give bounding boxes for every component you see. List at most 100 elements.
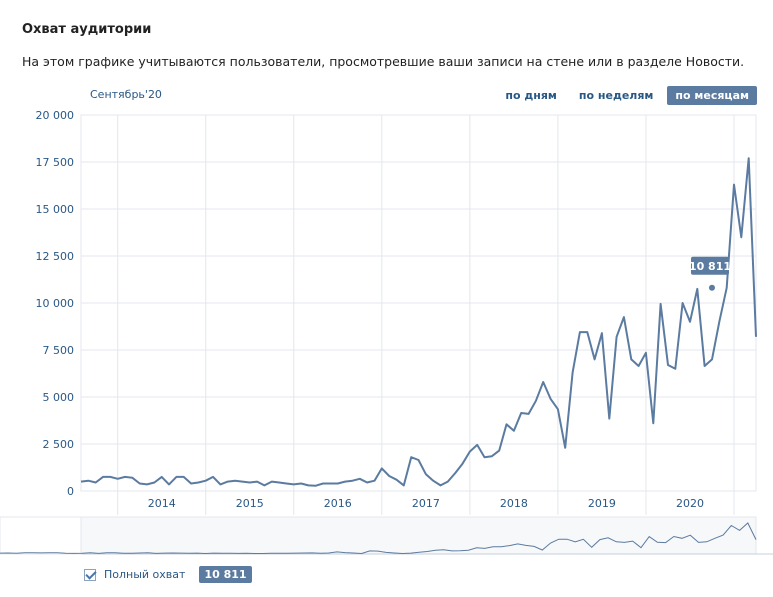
data-point[interactable] <box>322 482 324 484</box>
data-point[interactable] <box>249 481 251 483</box>
data-point[interactable] <box>315 485 317 487</box>
data-point[interactable] <box>285 482 287 484</box>
data-point[interactable] <box>344 480 346 482</box>
data-point[interactable] <box>80 480 82 482</box>
data-point[interactable] <box>300 482 302 484</box>
data-point[interactable] <box>388 475 390 477</box>
data-point[interactable] <box>674 368 676 370</box>
data-point[interactable] <box>307 484 309 486</box>
data-point[interactable] <box>586 331 588 333</box>
data-point[interactable] <box>146 483 148 485</box>
data-point[interactable] <box>102 476 104 478</box>
data-point[interactable] <box>168 483 170 485</box>
data-point[interactable] <box>505 423 507 425</box>
data-point[interactable] <box>747 157 749 159</box>
data-point[interactable] <box>447 480 449 482</box>
data-point[interactable] <box>652 422 654 424</box>
data-point[interactable] <box>491 455 493 457</box>
data-point[interactable] <box>718 321 720 323</box>
data-point[interactable] <box>175 476 177 478</box>
data-point[interactable] <box>131 477 133 479</box>
data-point[interactable] <box>461 463 463 465</box>
overview-navigator[interactable] <box>0 516 773 555</box>
data-point[interactable] <box>190 482 192 484</box>
data-point[interactable] <box>527 413 529 415</box>
data-point[interactable] <box>227 480 229 482</box>
data-point[interactable] <box>740 236 742 238</box>
data-point[interactable] <box>94 481 96 483</box>
data-point[interactable] <box>645 352 647 354</box>
data-point[interactable] <box>593 358 595 360</box>
data-point[interactable] <box>234 479 236 481</box>
data-point[interactable] <box>351 479 353 481</box>
data-point[interactable] <box>520 412 522 414</box>
data-point[interactable] <box>564 447 566 449</box>
data-point[interactable] <box>197 481 199 483</box>
data-point[interactable] <box>557 408 559 410</box>
data-point[interactable] <box>733 183 735 185</box>
data-point[interactable] <box>271 480 273 482</box>
data-point[interactable] <box>571 371 573 373</box>
data-point[interactable] <box>498 449 500 451</box>
data-point[interactable] <box>549 398 551 400</box>
data-point[interactable] <box>667 364 669 366</box>
data-point[interactable] <box>630 358 632 360</box>
data-point[interactable] <box>608 417 610 419</box>
data-point[interactable] <box>183 476 185 478</box>
data-point[interactable] <box>241 480 243 482</box>
data-point[interactable] <box>696 288 698 290</box>
data-point[interactable] <box>161 476 163 478</box>
data-point[interactable] <box>476 444 478 446</box>
tab-by-weeks[interactable]: по неделям <box>578 89 654 102</box>
data-point[interactable] <box>138 482 140 484</box>
data-point[interactable] <box>725 287 727 289</box>
data-point[interactable] <box>579 331 581 333</box>
data-point[interactable] <box>483 456 485 458</box>
data-point[interactable] <box>87 479 89 481</box>
data-point[interactable] <box>623 316 625 318</box>
data-point[interactable] <box>615 336 617 338</box>
data-point[interactable] <box>263 484 265 486</box>
data-point[interactable] <box>403 484 405 486</box>
data-point[interactable] <box>755 336 757 338</box>
data-point[interactable] <box>637 365 639 367</box>
data-point[interactable] <box>681 302 683 304</box>
data-point[interactable] <box>116 478 118 480</box>
data-point[interactable] <box>454 472 456 474</box>
data-point[interactable] <box>205 479 207 481</box>
data-point[interactable] <box>417 459 419 461</box>
data-point[interactable] <box>601 332 603 334</box>
data-point[interactable] <box>439 484 441 486</box>
data-point[interactable] <box>513 430 515 432</box>
navigator-frame[interactable] <box>80 516 757 555</box>
data-point[interactable] <box>395 479 397 481</box>
data-point[interactable] <box>359 478 361 480</box>
data-point[interactable] <box>425 473 427 475</box>
data-point[interactable] <box>212 476 214 478</box>
data-point[interactable] <box>711 358 713 360</box>
data-point[interactable] <box>542 381 544 383</box>
data-point[interactable] <box>219 483 221 485</box>
data-point[interactable] <box>703 365 705 367</box>
data-point[interactable] <box>153 481 155 483</box>
data-point[interactable] <box>293 483 295 485</box>
data-point[interactable] <box>689 321 691 323</box>
data-point[interactable] <box>432 479 434 481</box>
data-point[interactable] <box>256 480 258 482</box>
data-point[interactable] <box>278 481 280 483</box>
navigator-left-shade[interactable] <box>0 516 82 555</box>
data-point[interactable] <box>329 482 331 484</box>
data-point[interactable] <box>337 482 339 484</box>
data-point[interactable] <box>373 479 375 481</box>
data-point[interactable] <box>124 476 126 478</box>
data-point[interactable] <box>469 450 471 452</box>
tab-by-months[interactable]: по месяцам <box>667 86 757 105</box>
data-point[interactable] <box>410 456 412 458</box>
legend-label[interactable]: Полный охват <box>104 568 186 581</box>
series-toggle-checkbox[interactable] <box>84 568 96 581</box>
data-point[interactable] <box>366 481 368 483</box>
tab-by-days[interactable]: по дням <box>505 89 557 102</box>
data-point[interactable] <box>381 467 383 469</box>
data-point[interactable] <box>535 400 537 402</box>
data-point[interactable] <box>659 303 661 305</box>
